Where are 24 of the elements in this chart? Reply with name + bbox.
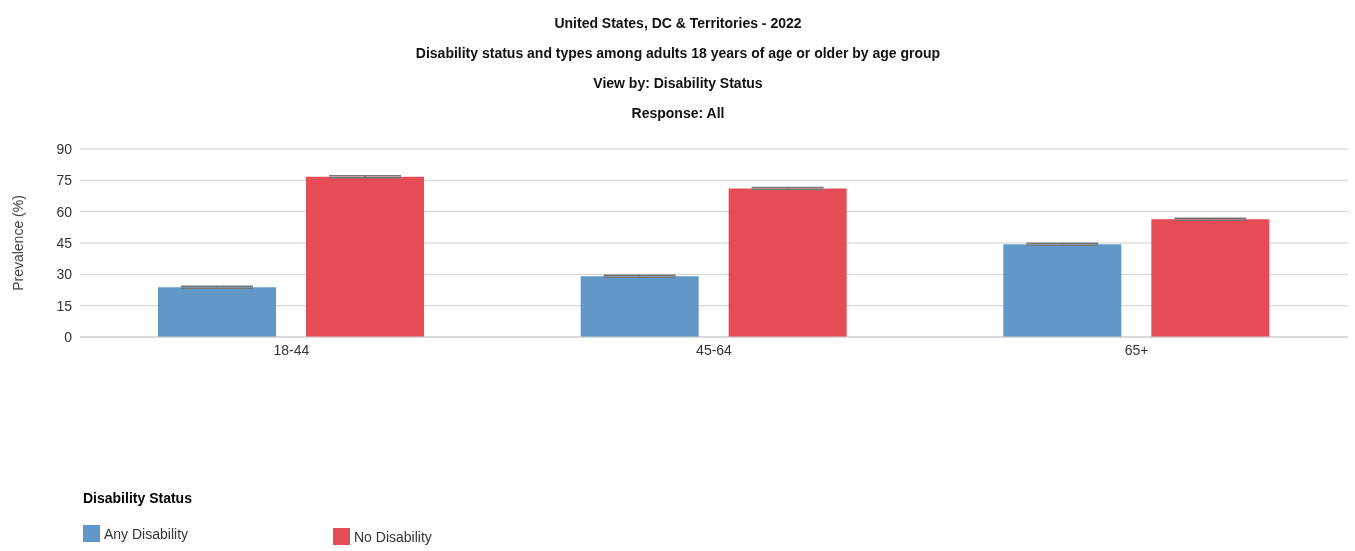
bar	[728, 188, 847, 337]
bar	[580, 276, 699, 337]
text: View by: Disability Status	[592, 74, 764, 93]
x-tick-label: 18-44	[273, 341, 310, 358]
legend-label: No Disability	[353, 528, 433, 545]
bar	[1151, 219, 1270, 337]
bar	[306, 176, 424, 337]
bar	[158, 287, 276, 337]
x-tick-label: 45-64	[696, 341, 733, 358]
legend-title: Disability Status	[83, 490, 193, 506]
chart-subtitle: Disability status and types among adults 18 years of age or older by age group	[414, 44, 942, 63]
y-tick-label: 45	[56, 234, 73, 251]
bar	[1003, 244, 1122, 337]
y-tick-label: 30	[56, 266, 73, 283]
chart-title: United States, DC & Territories - 2022	[553, 14, 803, 33]
y-axis-title: Prevalence (%)	[9, 195, 26, 291]
y-tick-label: 90	[56, 140, 73, 157]
legend-label: Any Disability	[103, 524, 190, 544]
y-tick-label: 75	[56, 172, 73, 189]
y-tick-label: 0	[64, 328, 73, 345]
text: Response: All	[630, 104, 726, 123]
y-tick-label: 60	[56, 203, 73, 220]
x-tick-label: 65+	[1124, 341, 1149, 358]
y-tick-label: 15	[56, 297, 73, 314]
